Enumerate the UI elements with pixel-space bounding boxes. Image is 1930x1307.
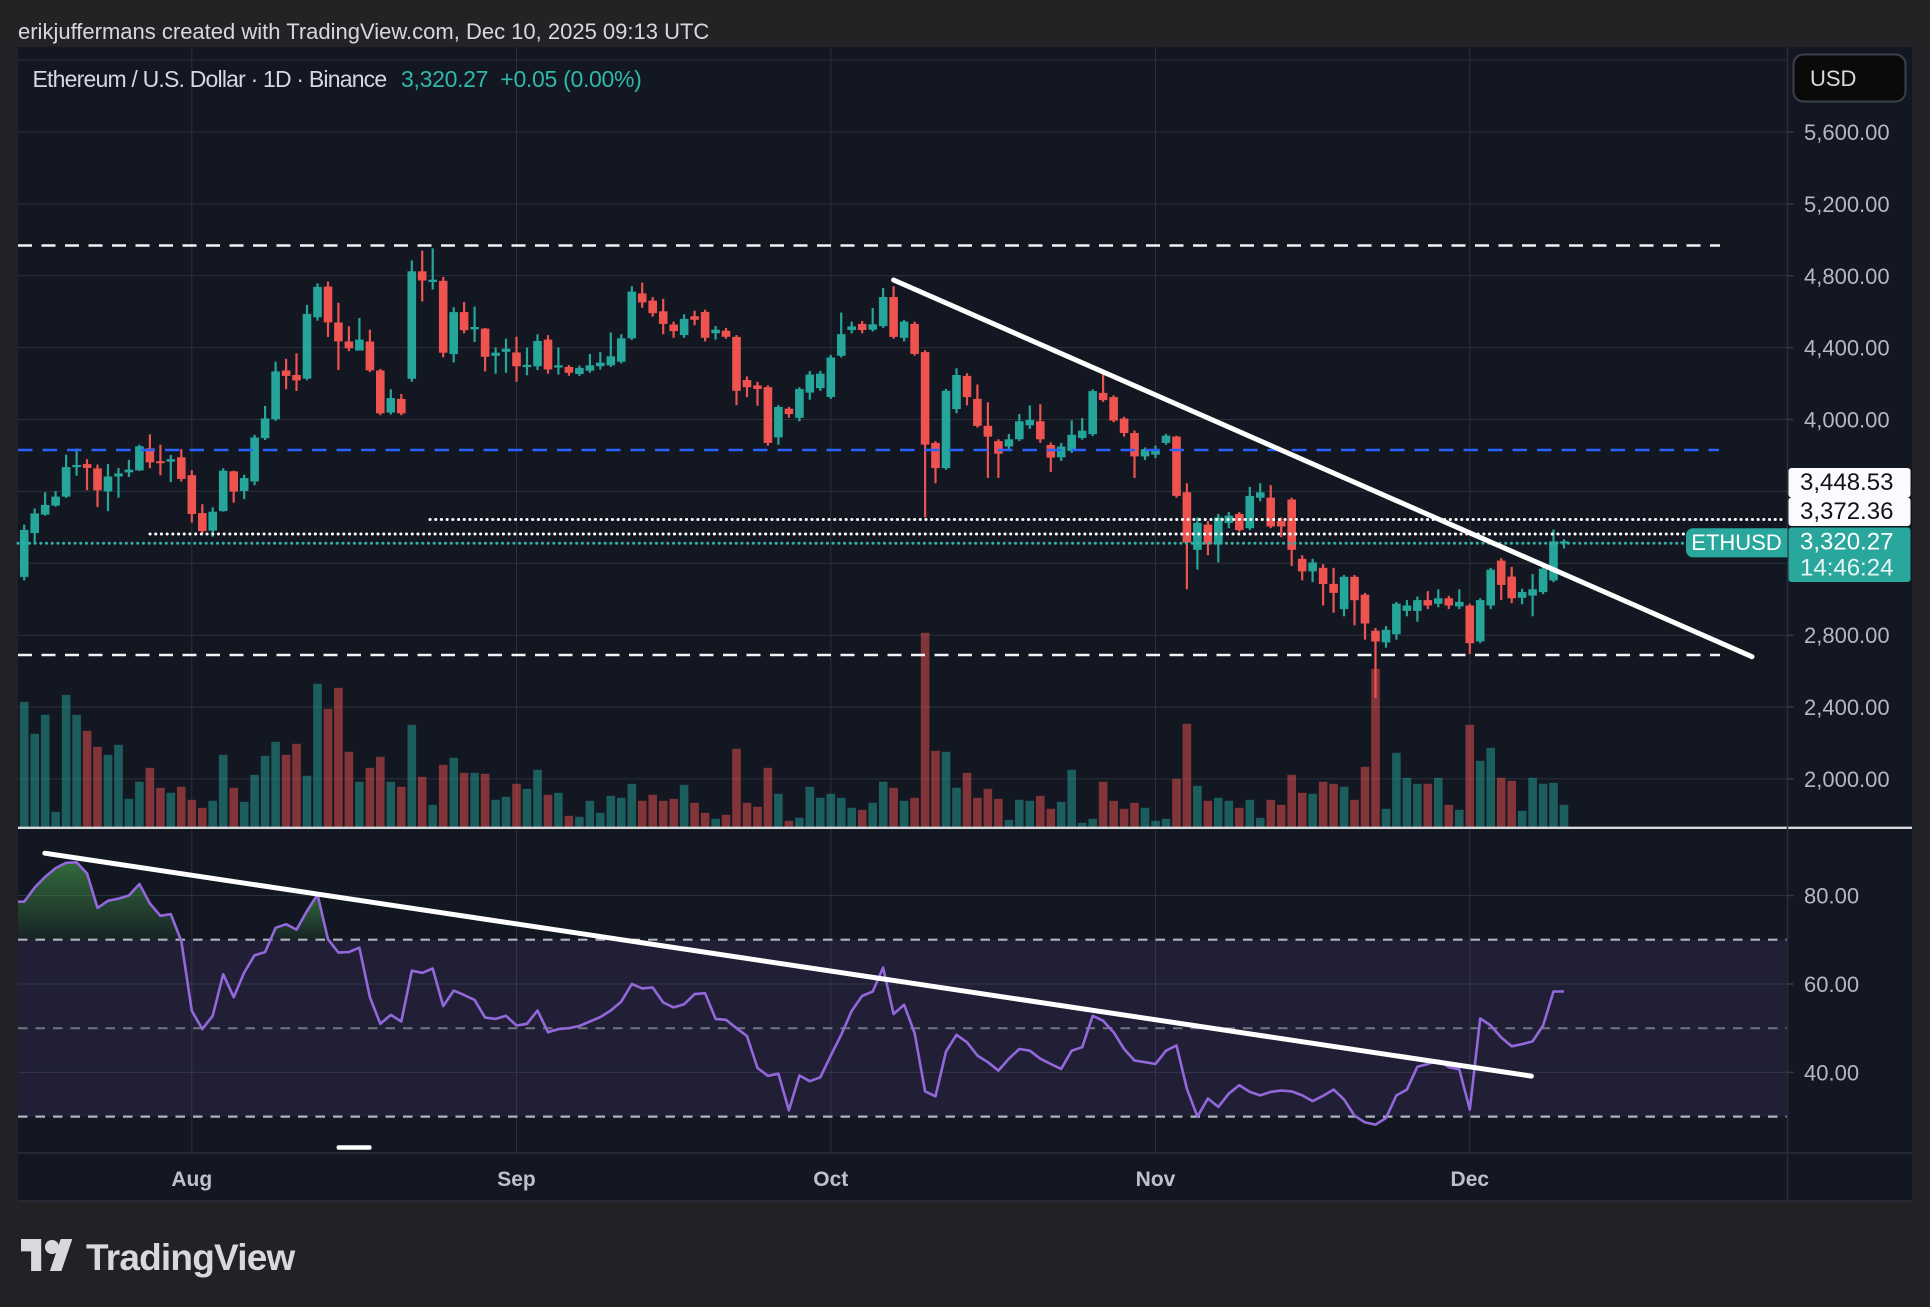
svg-text:Nov: Nov <box>1136 1168 1176 1191</box>
svg-text:Ethereum / U.S. Dollar · 1D ·: Ethereum / U.S. Dollar · 1D · Binance <box>33 66 387 92</box>
svg-text:2,000.00: 2,000.00 <box>1804 767 1890 792</box>
svg-text:Dec: Dec <box>1451 1168 1490 1191</box>
svg-text:3,320.27 +0.05 (0.00%): 3,320.27 +0.05 (0.00%) <box>401 66 642 92</box>
svg-text:80.00: 80.00 <box>1804 884 1859 909</box>
svg-text:14:46:24: 14:46:24 <box>1800 555 1893 582</box>
svg-text:60.00: 60.00 <box>1804 972 1859 997</box>
svg-text:4,000.00: 4,000.00 <box>1804 408 1890 433</box>
svg-text:Oct: Oct <box>813 1168 848 1191</box>
svg-text:ETHUSD: ETHUSD <box>1691 530 1781 555</box>
svg-text:3,320.27: 3,320.27 <box>1800 529 1893 556</box>
svg-text:4,400.00: 4,400.00 <box>1804 336 1890 361</box>
svg-text:2,400.00: 2,400.00 <box>1804 695 1890 720</box>
svg-text:Aug: Aug <box>171 1168 212 1191</box>
svg-text:5,200.00: 5,200.00 <box>1804 192 1890 217</box>
svg-text:USD: USD <box>1810 66 1856 91</box>
svg-text:TradingView: TradingView <box>86 1237 295 1278</box>
svg-text:3,372.36: 3,372.36 <box>1800 498 1893 525</box>
svg-text:3,448.53: 3,448.53 <box>1800 469 1893 496</box>
svg-text:40.00: 40.00 <box>1804 1060 1859 1085</box>
svg-text:Sep: Sep <box>497 1168 536 1191</box>
svg-text:4,800.00: 4,800.00 <box>1804 264 1890 289</box>
svg-text:erikjuffermans created with Tr: erikjuffermans created with TradingView.… <box>18 19 709 44</box>
svg-text:5,600.00: 5,600.00 <box>1804 120 1890 145</box>
svg-text:2,800.00: 2,800.00 <box>1804 623 1890 648</box>
